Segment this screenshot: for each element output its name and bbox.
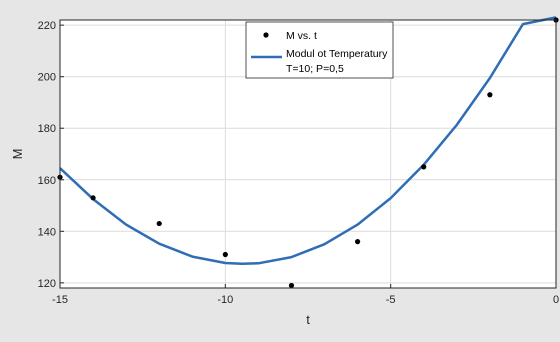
data-point: [355, 239, 361, 245]
x-tick-label: -15: [52, 294, 68, 306]
x-tick-labels: -15 -10 -5 0: [52, 294, 559, 306]
x-axis-label: t: [306, 312, 310, 327]
x-tick-label: 0: [553, 294, 559, 306]
y-tick-label: 120: [38, 278, 56, 290]
legend-label-points: M vs. t: [286, 30, 317, 42]
legend-label-line-params: T=10; P=0,5: [286, 63, 344, 75]
legend-marker-points: [263, 32, 269, 38]
legend: M vs. t Modul ot Temperatury T=10; P=0,5: [245, 21, 394, 79]
y-tick-labels: 120 140 160 180 200 220: [38, 20, 56, 290]
legend-box: [245, 21, 394, 79]
data-point: [222, 251, 228, 258]
axes-box: [59, 19, 557, 289]
legend-label-line: Modul ot Temperatury: [286, 48, 388, 60]
fit-curve-layer: [59, 16, 557, 266]
y-tick-label: 180: [38, 123, 56, 135]
x-tick-label: -10: [217, 294, 233, 306]
y-tick-label: 220: [38, 20, 56, 32]
y-tick-label: 160: [38, 175, 56, 187]
data-point: [288, 282, 295, 289]
x-tick-label: -5: [386, 294, 396, 306]
data-point: [487, 92, 493, 98]
ticks: [59, 24, 557, 288]
data-point: [90, 195, 96, 201]
data-point: [421, 164, 427, 170]
data-point: [156, 220, 162, 227]
y-tick-label: 200: [38, 72, 56, 84]
y-axis-label: M: [10, 149, 25, 160]
y-tick-label: 140: [38, 226, 56, 238]
fit-curve-line: [59, 16, 557, 266]
